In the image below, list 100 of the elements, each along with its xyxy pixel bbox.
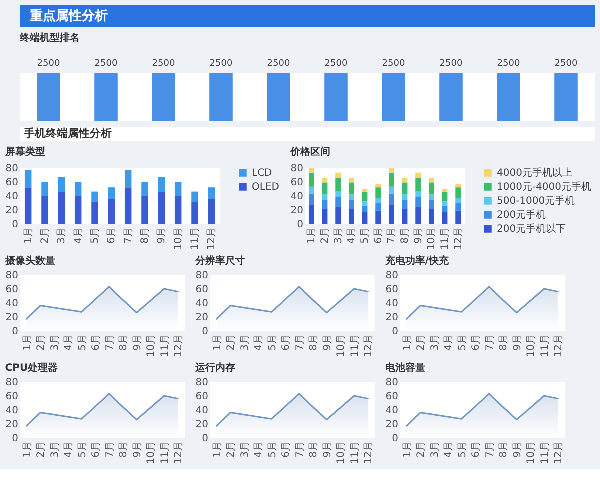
y-tick-label: 0 — [202, 434, 208, 444]
bar — [58, 192, 66, 224]
bar — [442, 212, 448, 224]
x-tick-label: 8月 — [308, 442, 320, 458]
bar — [402, 209, 408, 224]
chart-title: 价格区间 — [289, 146, 330, 158]
y-tick-label: 80 — [6, 378, 18, 388]
y-tick-label: 40 — [196, 298, 208, 310]
data-label: 2500 — [554, 59, 578, 69]
x-tick-label: 6月 — [91, 334, 102, 351]
x-tick-label: 11月 — [160, 442, 171, 464]
x-tick-label: 6月 — [471, 442, 482, 458]
x-tick-label: 10月 — [173, 228, 184, 250]
chart-title: 运行内存 — [194, 362, 236, 374]
bar — [348, 194, 354, 200]
data-label: 2500 — [382, 59, 406, 69]
legend-label: LCD — [252, 168, 273, 179]
x-tick-label: 2月 — [36, 334, 48, 351]
x-tick-label: 2月 — [226, 442, 238, 458]
x-tick-label: 7月 — [104, 334, 116, 351]
x-tick-label: 2月 — [416, 442, 428, 458]
bar — [308, 194, 314, 206]
x-tick-label: 10月 — [146, 442, 158, 464]
bar — [174, 196, 182, 224]
legend-label: OLED — [252, 182, 280, 193]
bar — [416, 172, 422, 178]
x-tick-label: 5月 — [360, 228, 371, 244]
x-tick-label: 5月 — [267, 442, 278, 458]
bar — [416, 197, 422, 208]
x-tick-label: 2月 — [320, 228, 331, 244]
bar — [416, 191, 422, 198]
data-label: 2500 — [37, 59, 60, 69]
x-tick-label: 3月 — [430, 334, 441, 351]
chart-title: 屏幕类型 — [4, 146, 46, 158]
bar — [376, 184, 382, 188]
bar — [336, 172, 342, 178]
bar — [322, 194, 328, 200]
y-tick-label: 80 — [386, 270, 398, 282]
bar — [322, 182, 328, 195]
bar — [456, 210, 462, 224]
x-tick-label: 1月 — [212, 442, 224, 458]
bar — [308, 186, 314, 194]
y-tick-label: 0 — [202, 326, 208, 338]
x-tick-label: 2月 — [416, 334, 428, 351]
y-tick-label: 20 — [6, 312, 18, 324]
bar — [308, 205, 314, 224]
chart-title: 摄像头数量 — [4, 255, 56, 267]
y-tick-label: 0 — [12, 220, 18, 230]
bar — [42, 182, 48, 196]
x-tick-label: 7月 — [104, 442, 116, 458]
bar — [428, 182, 434, 195]
x-tick-label: 6月 — [281, 442, 292, 458]
x-tick-label: 1月 — [212, 334, 224, 351]
x-tick-label: 11月 — [440, 228, 451, 250]
bar — [362, 189, 368, 192]
x-tick-label: 9月 — [132, 442, 144, 458]
y-tick-label: 60 — [6, 284, 18, 296]
y-tick-label: 60 — [386, 284, 398, 296]
x-tick-label: 7月 — [294, 442, 306, 458]
x-tick-label: 4月 — [254, 442, 265, 458]
y-tick-label: 60 — [196, 392, 208, 402]
y-tick-label: 80 — [290, 164, 304, 174]
x-tick-label: 8月 — [308, 334, 320, 351]
bar — [402, 194, 408, 200]
bar — [24, 188, 32, 224]
data-label: 2500 — [497, 59, 520, 69]
x-tick-label: 7月 — [294, 334, 306, 351]
bar — [362, 192, 368, 202]
y-tick-label: 20 — [6, 420, 18, 430]
bar — [124, 170, 132, 188]
x-tick-label: 9月 — [512, 334, 524, 351]
bar — [388, 172, 394, 187]
bar — [428, 209, 434, 224]
x-tick-label: 9月 — [413, 228, 424, 244]
x-tick-label: 5月 — [457, 334, 468, 351]
x-tick-label: 12月 — [364, 442, 375, 464]
bar — [362, 202, 368, 206]
y-tick-label: 0 — [297, 220, 304, 230]
x-tick-label: 9月 — [322, 334, 334, 351]
y-tick-label: 60 — [6, 178, 18, 188]
y-tick-label: 40 — [386, 298, 398, 310]
x-tick-label: 12月 — [364, 334, 375, 358]
x-tick-label: 12月 — [554, 334, 565, 358]
x-tick-label: 8月 — [118, 442, 130, 458]
bar — [442, 202, 448, 206]
x-tick-label: 10月 — [426, 228, 438, 250]
x-tick-label: 12月 — [453, 228, 464, 250]
x-tick-label: 10月 — [146, 334, 158, 358]
bar — [192, 192, 198, 202]
bar — [416, 178, 422, 192]
chart-title: 充电功率/快充 — [384, 255, 450, 267]
y-tick-label: 40 — [386, 406, 398, 416]
bar — [24, 170, 32, 188]
bar — [322, 209, 328, 224]
x-tick-label: 12月 — [554, 442, 565, 464]
x-tick-label: 10月 — [526, 334, 538, 358]
bar — [174, 182, 182, 196]
x-tick-label: 3月 — [50, 334, 61, 351]
x-tick-label: 4月 — [64, 442, 75, 458]
x-tick-label: 9月 — [512, 442, 524, 458]
